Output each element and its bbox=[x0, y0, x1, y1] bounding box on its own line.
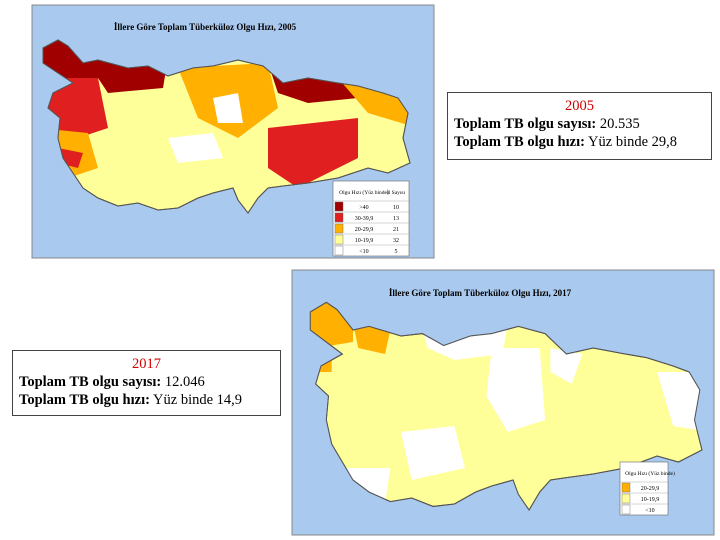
legend-swatch bbox=[334, 223, 344, 234]
legend: Olgu Hızı (Yüz binde) 20-29,9 10-19,9 <10 bbox=[619, 461, 675, 516]
legend-label: 21 bbox=[393, 227, 399, 233]
legend-label: <10 bbox=[645, 508, 654, 514]
label: Toplam TB olgu hızı: bbox=[19, 392, 150, 408]
legend-swatch bbox=[334, 201, 344, 212]
map-title: İllere Göre Toplam Tüberküloz Olgu Hızı,… bbox=[114, 22, 297, 32]
legend-label: 20-29,9 bbox=[641, 486, 660, 492]
count-line: Toplam TB olgu sayısı: 12.046 bbox=[19, 373, 274, 391]
legend-label: 5 bbox=[395, 249, 398, 255]
legend-label: <10 bbox=[359, 249, 368, 255]
info-box-2017: 2017 Toplam TB olgu sayısı: 12.046 Topla… bbox=[12, 350, 281, 416]
legend-swatch bbox=[334, 245, 344, 256]
legend: Olgu Hızı (Yüz binde)İl Sayısı >40 10 30-39… bbox=[332, 180, 410, 257]
legend-header: Olgu Hızı (Yüz binde) bbox=[339, 189, 389, 196]
map-2017: İllere Göre Toplam Tüberküloz Olgu Hızı,… bbox=[291, 269, 715, 536]
rate-line: Toplam TB olgu hızı: Yüz binde 29,8 bbox=[454, 133, 705, 151]
label: Toplam TB olgu sayısı: bbox=[19, 374, 162, 390]
label: Toplam TB olgu sayısı: bbox=[454, 116, 597, 132]
legend-label: 10-19,9 bbox=[641, 497, 660, 503]
legend-swatch bbox=[334, 234, 344, 245]
legend-label: >40 bbox=[359, 205, 368, 211]
label: Toplam TB olgu hızı: bbox=[454, 134, 585, 150]
legend-swatch bbox=[621, 504, 631, 515]
legend-header: İl Sayısı bbox=[387, 189, 406, 196]
legend-label: 10 bbox=[393, 205, 399, 211]
legend-swatch bbox=[621, 482, 631, 493]
count-line: Toplam TB olgu sayısı: 20.535 bbox=[454, 115, 705, 133]
value: 12.046 bbox=[164, 374, 205, 390]
legend-label: 20-29,9 bbox=[355, 227, 374, 233]
value: Yüz binde 14,9 bbox=[153, 392, 243, 408]
value: Yüz binde 29,8 bbox=[588, 134, 678, 150]
map-title: İllere Göre Toplam Tüberküloz Olgu Hızı,… bbox=[389, 288, 572, 298]
legend-label: 32 bbox=[393, 238, 399, 244]
rate-line: Toplam TB olgu hızı: Yüz binde 14,9 bbox=[19, 391, 274, 409]
legend-header: Olgu Hızı (Yüz binde) bbox=[625, 470, 675, 477]
legend-box bbox=[332, 180, 410, 257]
year: 2005 bbox=[565, 98, 594, 114]
map-2005: İllere Göre Toplam Tüberküloz Olgu Hızı,… bbox=[31, 4, 435, 259]
legend-label: 30-39,9 bbox=[355, 216, 374, 222]
value: 20.535 bbox=[599, 116, 640, 132]
info-box-2005: 2005 Toplam TB olgu sayısı: 20.535 Topla… bbox=[447, 92, 712, 160]
legend-label: 13 bbox=[393, 216, 399, 222]
legend-swatch bbox=[334, 212, 344, 223]
year: 2017 bbox=[132, 356, 161, 372]
legend-swatch bbox=[621, 493, 631, 504]
legend-label: 10-19,9 bbox=[355, 238, 374, 244]
